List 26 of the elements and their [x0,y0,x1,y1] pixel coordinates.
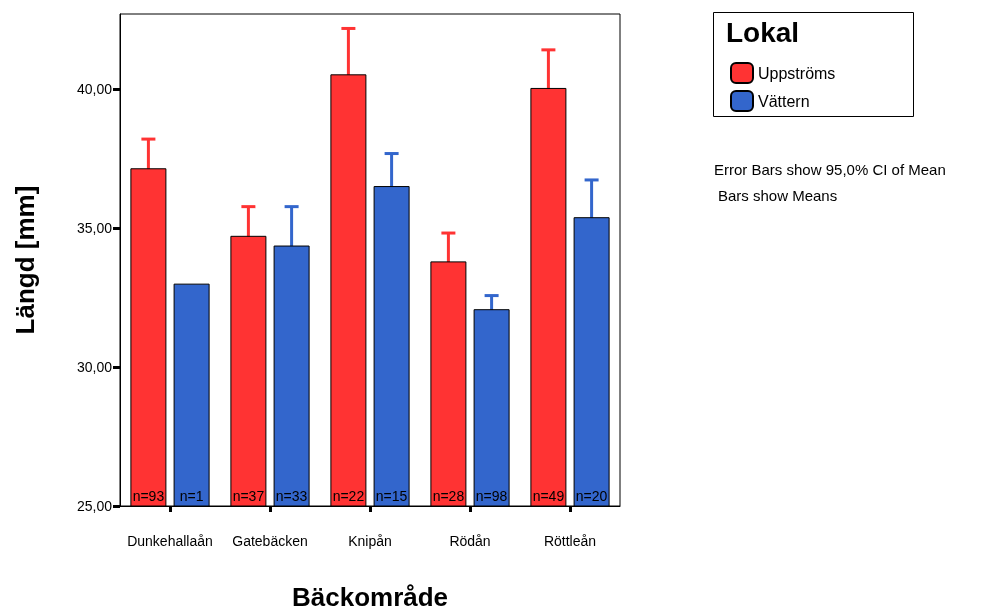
x-tick-label: Gatebäcken [232,533,308,549]
x-tick-label: Röttleån [543,533,597,549]
y-tick-label: 30,00 [76,359,113,376]
y-axis-title: Längd [mm] [10,185,40,335]
y-tick-label: 35,00 [76,220,113,237]
x-tick-label: Rödån [449,533,491,549]
legend-title: Lokal [726,16,800,48]
text: Bars show Means [718,187,838,204]
annotation: n=98 [475,488,508,504]
annotation: n=22 [332,488,365,504]
text: Error Bars show 95,0% CI of Mean [714,161,946,178]
annotation: n=20 [575,488,608,504]
legend-label: Vättern [758,92,810,110]
annotation: n=1 [179,488,204,504]
annotation: n=33 [275,488,308,504]
y-tick-label: 25,00 [76,498,113,514]
x-tick-label: Dunkehallaån [127,533,213,549]
annotation: n=49 [532,488,565,504]
legend-label: Uppströms [758,64,836,82]
x-axis-title: Bäckområde [291,582,449,612]
annotation: n=37 [232,488,265,504]
annotation: n=15 [375,488,408,504]
x-tick-label: Knipån [348,533,392,549]
annotation: n=93 [132,488,165,504]
y-tick-label: 40,00 [76,81,113,98]
annotation: n=28 [432,488,465,504]
